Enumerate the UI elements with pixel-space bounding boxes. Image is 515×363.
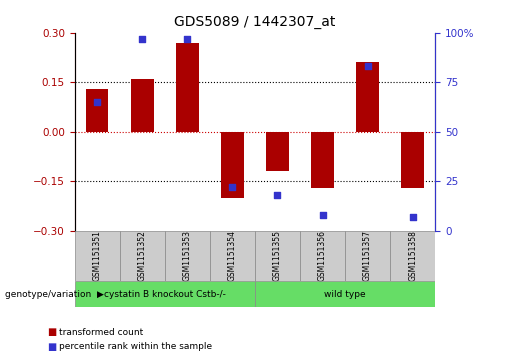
Text: ■: ■ <box>47 342 56 352</box>
Text: GSM1151358: GSM1151358 <box>408 231 417 281</box>
Bar <box>401 132 424 188</box>
Point <box>228 184 236 190</box>
Text: percentile rank within the sample: percentile rank within the sample <box>59 342 212 351</box>
Point <box>318 212 327 217</box>
Bar <box>356 62 379 132</box>
Point <box>183 36 192 41</box>
Bar <box>131 79 153 132</box>
FancyBboxPatch shape <box>255 231 300 281</box>
Title: GDS5089 / 1442307_at: GDS5089 / 1442307_at <box>174 15 336 29</box>
FancyBboxPatch shape <box>75 281 255 307</box>
Text: GSM1151352: GSM1151352 <box>138 231 147 281</box>
Text: genotype/variation  ▶: genotype/variation ▶ <box>5 290 104 299</box>
Text: transformed count: transformed count <box>59 328 144 337</box>
Text: GSM1151356: GSM1151356 <box>318 231 327 281</box>
Text: GSM1151354: GSM1151354 <box>228 231 237 281</box>
Text: GSM1151353: GSM1151353 <box>183 231 192 281</box>
FancyBboxPatch shape <box>390 231 435 281</box>
Bar <box>176 42 199 132</box>
FancyBboxPatch shape <box>255 281 435 307</box>
Text: ■: ■ <box>47 327 56 337</box>
Point <box>273 192 282 198</box>
Text: cystatin B knockout Cstb-/-: cystatin B knockout Cstb-/- <box>104 290 226 298</box>
FancyBboxPatch shape <box>165 231 210 281</box>
Bar <box>86 89 109 132</box>
Text: GSM1151351: GSM1151351 <box>93 231 101 281</box>
Point <box>364 64 372 69</box>
FancyBboxPatch shape <box>210 231 255 281</box>
Point <box>93 99 101 105</box>
Point <box>408 214 417 220</box>
Bar <box>311 132 334 188</box>
Point <box>138 36 146 41</box>
FancyBboxPatch shape <box>300 231 345 281</box>
Bar <box>221 132 244 197</box>
FancyBboxPatch shape <box>119 231 165 281</box>
Bar <box>266 132 289 171</box>
FancyBboxPatch shape <box>75 231 119 281</box>
Text: wild type: wild type <box>324 290 366 298</box>
FancyBboxPatch shape <box>345 231 390 281</box>
Text: GSM1151357: GSM1151357 <box>363 231 372 281</box>
Text: GSM1151355: GSM1151355 <box>273 231 282 281</box>
